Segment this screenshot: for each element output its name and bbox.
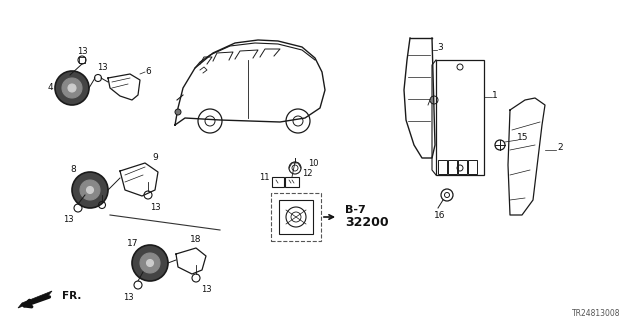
Text: 13: 13 (63, 215, 74, 225)
Bar (438, 160, 447, 174)
Text: 4: 4 (47, 84, 53, 92)
Circle shape (80, 180, 100, 200)
Text: 15: 15 (517, 133, 529, 142)
Bar (279, 200, 313, 234)
Text: 17: 17 (127, 238, 139, 247)
Bar (448, 160, 457, 174)
Text: 13: 13 (77, 47, 87, 57)
Text: 9: 9 (152, 154, 158, 163)
Circle shape (132, 245, 168, 281)
Text: 32200: 32200 (345, 217, 388, 229)
Text: 1: 1 (492, 91, 498, 100)
Text: 12: 12 (301, 170, 312, 179)
Circle shape (140, 253, 160, 273)
Text: 2: 2 (557, 143, 563, 153)
Text: 10: 10 (308, 159, 318, 169)
Text: B-7: B-7 (345, 205, 365, 215)
Text: 13: 13 (123, 292, 133, 301)
Text: 16: 16 (435, 211, 445, 220)
Text: 11: 11 (259, 172, 269, 181)
Text: 8: 8 (70, 165, 76, 174)
Circle shape (72, 172, 108, 208)
Text: TR24813008: TR24813008 (572, 309, 620, 318)
Circle shape (55, 71, 89, 105)
Bar (285, 177, 299, 187)
Text: 13: 13 (201, 285, 211, 294)
Text: 6: 6 (145, 67, 151, 76)
Circle shape (68, 84, 76, 92)
Bar (436, 60, 484, 175)
Text: 13: 13 (150, 203, 160, 212)
Text: 3: 3 (437, 44, 443, 52)
Bar (468, 160, 477, 174)
Circle shape (175, 109, 181, 115)
Bar (272, 177, 284, 187)
Circle shape (147, 260, 154, 267)
Circle shape (86, 187, 93, 194)
Bar (271, 193, 321, 241)
Text: 13: 13 (97, 63, 108, 73)
Text: FR.: FR. (62, 291, 81, 301)
Text: 18: 18 (190, 236, 202, 244)
Bar (458, 160, 467, 174)
Polygon shape (18, 291, 52, 308)
Circle shape (62, 78, 82, 98)
